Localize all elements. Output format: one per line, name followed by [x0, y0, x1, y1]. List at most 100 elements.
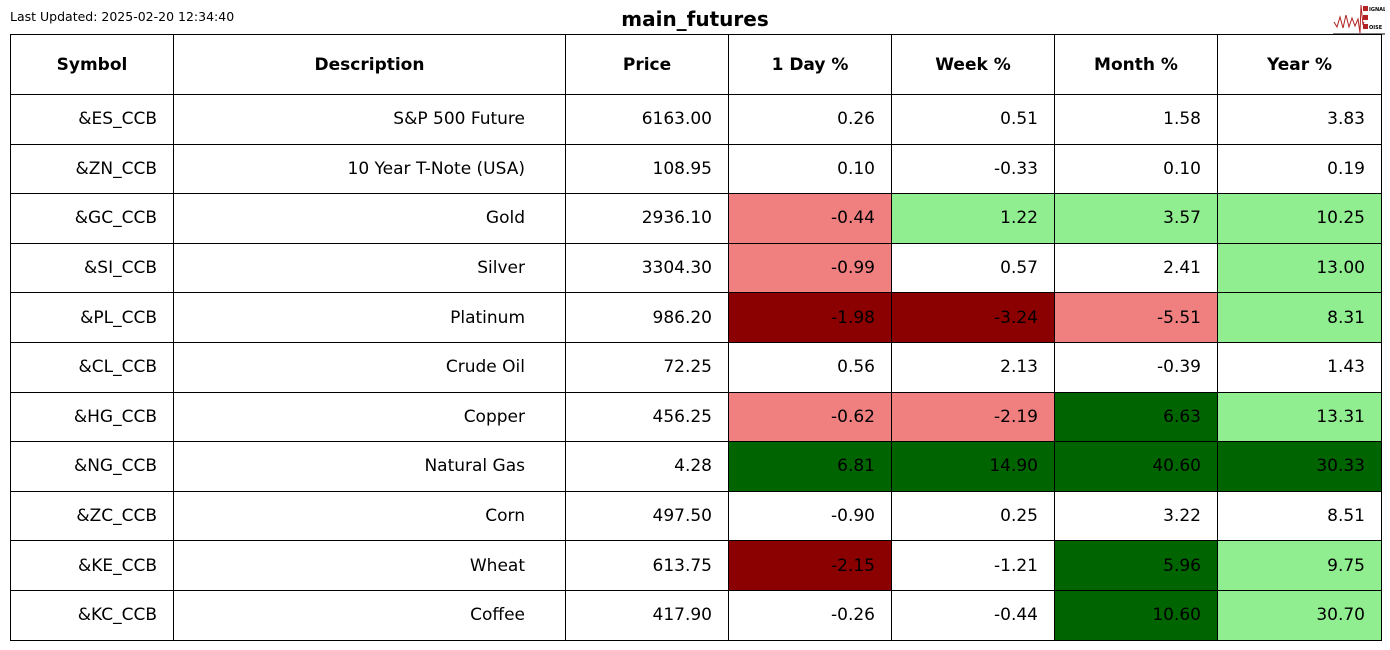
- table-row: &PL_CCB Platinum 986.20 -1.98 -3.24 -5.51 8.31: [10, 292, 1382, 343]
- column-header: Week %: [891, 34, 1055, 95]
- table-cell: 417.90: [565, 589, 729, 641]
- table-row: &ZC_CCB Corn 497.50 -0.90 0.25 3.22 8.51: [10, 490, 1382, 542]
- table-cell: 0.10: [1054, 143, 1218, 195]
- table-cell: 6.63: [1054, 391, 1218, 443]
- table-cell: Silver: [173, 242, 566, 294]
- table-row: &NG_CCB Natural Gas 4.28 6.81 14.90 40.60 30.3…: [10, 441, 1382, 492]
- table-cell: &SI_CCB: [10, 242, 174, 294]
- table-row: &KC_CCB Coffee 417.90 -0.26 -0.44 10.60 30.70: [10, 589, 1382, 641]
- table-cell: 0.57: [891, 242, 1055, 294]
- table-title: main_futures: [621, 7, 769, 31]
- table-cell: S&P 500 Future: [173, 94, 566, 145]
- table-cell: &GC_CCB: [10, 193, 174, 244]
- table-cell: 3304.30: [565, 242, 729, 294]
- table-cell: 10.25: [1217, 193, 1382, 244]
- table-cell: 108.95: [565, 143, 729, 195]
- table-cell: &NG_CCB: [10, 441, 174, 492]
- table-cell: Gold: [173, 193, 566, 244]
- header-row: Symbol Description Price 1 Day % Week % Month…: [10, 34, 1382, 95]
- table-cell: -2.19: [891, 391, 1055, 443]
- table-cell: 30.33: [1217, 441, 1382, 492]
- table-cell: 4.28: [565, 441, 729, 492]
- table-cell: -2.15: [728, 540, 892, 591]
- table-cell: 13.31: [1217, 391, 1382, 443]
- table-cell: 2.41: [1054, 242, 1218, 294]
- table-cell: 0.56: [728, 341, 892, 393]
- table-cell: Corn: [173, 490, 566, 542]
- table-cell: 1.22: [891, 193, 1055, 244]
- column-header: 1 Day %: [728, 34, 892, 95]
- table-cell: -0.62: [728, 391, 892, 443]
- table-cell: 13.00: [1217, 242, 1382, 294]
- table-cell: &HG_CCB: [10, 391, 174, 443]
- table-cell: 30.70: [1217, 589, 1382, 641]
- table-cell: 8.31: [1217, 292, 1382, 343]
- table-row: &GC_CCB Gold 2936.10 -0.44 1.22 3.57 10.25: [10, 193, 1382, 244]
- table-row: &CL_CCB Crude Oil 72.25 0.56 2.13 -0.39 1.43: [10, 341, 1382, 393]
- table-cell: &ZN_CCB: [10, 143, 174, 195]
- svg-text:IGNAL: IGNAL: [1369, 7, 1385, 13]
- table-cell: 72.25: [565, 341, 729, 393]
- column-header: Description: [173, 34, 566, 95]
- table-cell: Coffee: [173, 589, 566, 641]
- svg-text:OISE: OISE: [1369, 25, 1383, 31]
- table-cell: Platinum: [173, 292, 566, 343]
- table-cell: -0.44: [728, 193, 892, 244]
- table-cell: &CL_CCB: [10, 341, 174, 393]
- table-cell: 14.90: [891, 441, 1055, 492]
- table-cell: -5.51: [1054, 292, 1218, 343]
- table-cell: 8.51: [1217, 490, 1382, 542]
- table-cell: 3.22: [1054, 490, 1218, 542]
- table-cell: Crude Oil: [173, 341, 566, 393]
- table-cell: 2.13: [891, 341, 1055, 393]
- table-cell: &PL_CCB: [10, 292, 174, 343]
- table-cell: &KE_CCB: [10, 540, 174, 591]
- table-cell: -1.98: [728, 292, 892, 343]
- table-row: &KE_CCB Wheat 613.75 -2.15 -1.21 5.96 9.75: [10, 540, 1382, 591]
- table-cell: 497.50: [565, 490, 729, 542]
- table-cell: &KC_CCB: [10, 589, 174, 641]
- table-row: &ES_CCB S&P 500 Future 6163.00 0.26 0.51 1.58…: [10, 94, 1382, 145]
- table-cell: 3.57: [1054, 193, 1218, 244]
- table-cell: 10.60: [1054, 589, 1218, 641]
- table-cell: -3.24: [891, 292, 1055, 343]
- table-cell: -0.90: [728, 490, 892, 542]
- table-cell: &ZC_CCB: [10, 490, 174, 542]
- table-cell: 0.10: [728, 143, 892, 195]
- table-cell: 6.81: [728, 441, 892, 492]
- table-cell: 0.26: [728, 94, 892, 145]
- column-header: Year %: [1217, 34, 1382, 95]
- table-cell: 10 Year T-Note (USA): [173, 143, 566, 195]
- table-cell: Natural Gas: [173, 441, 566, 492]
- table-cell: 5.96: [1054, 540, 1218, 591]
- table-cell: -0.44: [891, 589, 1055, 641]
- table-cell: 0.25: [891, 490, 1055, 542]
- table-row: &ZN_CCB 10 Year T-Note (USA) 108.95 0.10 -0.…: [10, 143, 1382, 195]
- last-updated-label: Last Updated: 2025-02-20 12:34:40: [10, 9, 235, 24]
- table-cell: 0.19: [1217, 143, 1382, 195]
- table-cell: -0.39: [1054, 341, 1218, 393]
- table-cell: -0.26: [728, 589, 892, 641]
- table-cell: -0.99: [728, 242, 892, 294]
- table-cell: 2936.10: [565, 193, 729, 244]
- table-cell: 9.75: [1217, 540, 1382, 591]
- table-cell: 1.58: [1054, 94, 1218, 145]
- table-cell: 6163.00: [565, 94, 729, 145]
- table-row: &HG_CCB Copper 456.25 -0.62 -2.19 6.63 13.31: [10, 391, 1382, 443]
- table-cell: 613.75: [565, 540, 729, 591]
- table-cell: &ES_CCB: [10, 94, 174, 145]
- signal-2-noise-logo: IGNAL OISE: [1333, 4, 1385, 35]
- table-cell: Wheat: [173, 540, 566, 591]
- table-cell: Copper: [173, 391, 566, 443]
- column-header: Price: [565, 34, 729, 95]
- table-cell: 0.51: [891, 94, 1055, 145]
- table-cell: 986.20: [565, 292, 729, 343]
- column-header: Month %: [1054, 34, 1218, 95]
- column-header: Symbol: [10, 34, 174, 95]
- table-cell: 3.83: [1217, 94, 1382, 145]
- futures-table: Symbol Description Price 1 Day % Week % Month…: [10, 34, 1382, 641]
- table-cell: 40.60: [1054, 441, 1218, 492]
- table-cell: 456.25: [565, 391, 729, 443]
- table-row: &SI_CCB Silver 3304.30 -0.99 0.57 2.41 13.00: [10, 242, 1382, 294]
- table-cell: -1.21: [891, 540, 1055, 591]
